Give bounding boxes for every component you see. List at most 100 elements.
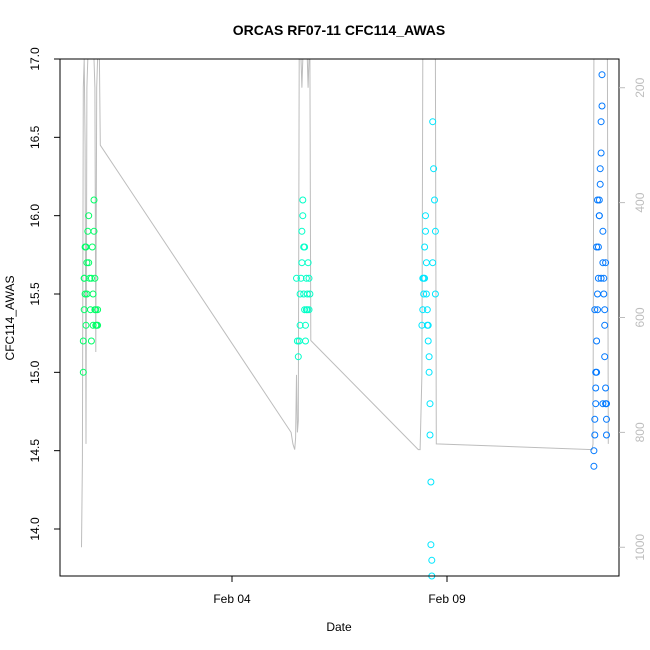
data-point: [603, 431, 610, 439]
data-point: [90, 227, 98, 235]
data-point: [421, 243, 429, 251]
data-point: [594, 290, 601, 298]
data-point: [601, 306, 609, 314]
x-tick-label: Feb 04: [213, 592, 251, 606]
data-point: [426, 400, 434, 408]
data-point: [306, 290, 314, 298]
data-point: [298, 227, 306, 235]
data-point: [597, 274, 605, 282]
data-point: [422, 290, 430, 298]
data-point: [430, 165, 438, 173]
data-point: [590, 447, 598, 455]
data-point: [592, 400, 600, 408]
data-point: [593, 337, 601, 345]
data-point: [83, 290, 91, 298]
data-point: [303, 290, 311, 298]
data-point: [294, 353, 302, 361]
data-point: [85, 259, 93, 267]
y2-tick-label: 800: [633, 422, 647, 442]
data-point: [296, 321, 304, 329]
x-axis-label: Date: [326, 620, 352, 634]
data-point: [428, 556, 436, 564]
data-point: [422, 227, 429, 235]
data-point: [592, 368, 600, 376]
data-point: [90, 196, 98, 204]
data-point: [591, 306, 599, 314]
data-point: [420, 290, 428, 298]
data-point: [419, 274, 427, 282]
data-point: [598, 71, 606, 79]
data-point: [296, 290, 304, 298]
data-point: [82, 243, 90, 251]
data-point: [422, 259, 430, 267]
data-point: [302, 321, 309, 329]
data-point: [302, 337, 309, 345]
data-point: [429, 259, 437, 267]
data-point: [431, 290, 439, 298]
chart-title: ORCAS RF07-11 CFC114_AWAS: [233, 22, 445, 38]
data-point: [597, 118, 605, 126]
pressure-line-layer: [81, 58, 609, 548]
y2-tick-label: 600: [633, 307, 647, 327]
data-point: [293, 274, 300, 282]
data-point: [599, 400, 607, 408]
data-point: [302, 306, 310, 314]
data-point: [599, 227, 607, 235]
data-point: [89, 321, 97, 329]
y-tick-label: 17.0: [28, 47, 42, 71]
data-point: [419, 306, 427, 314]
data-point: [597, 149, 605, 157]
data-point: [591, 415, 599, 423]
y2-tick-label: 400: [633, 192, 647, 212]
data-point: [594, 196, 601, 204]
y-tick-label: 14.5: [28, 439, 42, 463]
data-point: [425, 353, 433, 361]
data-point: [599, 259, 607, 267]
data-point: [293, 337, 301, 345]
data-point: [427, 478, 435, 486]
data-point: [595, 212, 603, 220]
x-tick-label: Feb 09: [428, 592, 466, 606]
data-point: [603, 400, 610, 408]
pressure-line: [81, 58, 609, 548]
data-point: [427, 541, 435, 549]
data-point: [79, 337, 87, 345]
data-point: [304, 259, 312, 267]
data-point: [600, 274, 608, 282]
data-point: [592, 384, 600, 392]
y-tick-label: 16.5: [28, 125, 42, 149]
data-point: [426, 431, 434, 439]
data-point: [603, 415, 610, 423]
data-point: [601, 321, 609, 329]
data-point: [594, 274, 602, 282]
data-point: [422, 212, 429, 220]
data-point: [596, 180, 604, 188]
data-points-layer: [79, 71, 610, 580]
data-point: [602, 259, 610, 267]
data-point: [82, 321, 90, 329]
data-point: [299, 196, 307, 204]
data-point: [301, 243, 309, 251]
data-point: [302, 274, 310, 282]
y-axis-label: CFC114_AWAS: [3, 276, 17, 361]
data-point: [85, 212, 93, 220]
data-point: [590, 462, 598, 470]
data-point: [79, 368, 87, 376]
data-point: [423, 306, 431, 314]
data-point: [299, 212, 307, 220]
y-tick-label: 16.0: [28, 204, 42, 228]
data-point: [424, 337, 432, 345]
data-point: [594, 306, 601, 314]
data-point: [429, 118, 437, 126]
data-point: [87, 306, 94, 314]
data-point: [596, 165, 604, 173]
y-tick-label: 14.0: [28, 517, 42, 541]
data-point: [91, 306, 99, 314]
axes-layer: 14.0 14.5 15.0 15.5 16.0 16.5 17.0 Feb 04 Feb 09…: [28, 47, 647, 606]
data-point: [431, 227, 439, 235]
y-tick-label: 15.0: [28, 360, 42, 384]
data-point: [305, 306, 313, 314]
data-point: [80, 274, 88, 282]
plot-frame: [59, 58, 620, 577]
data-point: [94, 306, 102, 314]
